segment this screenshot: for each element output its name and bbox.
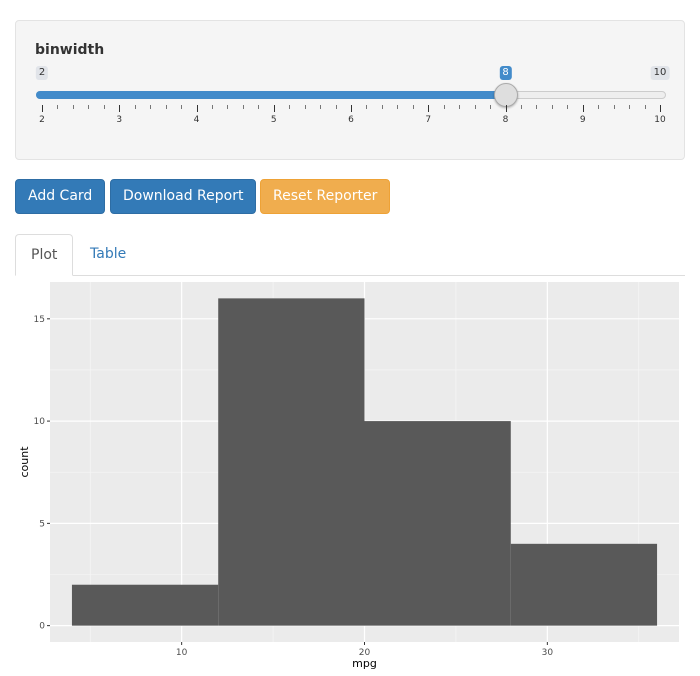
histogram-bar — [218, 298, 365, 626]
slider-minor-tick — [397, 105, 399, 109]
slider-minor-tick — [242, 105, 244, 109]
slider-value-badge: 8 — [499, 66, 512, 80]
tab-plot[interactable]: Plot — [15, 234, 74, 276]
slider-minor-tick — [474, 105, 476, 109]
slider-major-tick — [351, 105, 352, 112]
x-tick-label: 10 — [176, 648, 188, 658]
slider-major-tick — [119, 105, 121, 112]
slider-tick-label: 6 — [348, 115, 354, 125]
y-tick-label: 15 — [34, 315, 45, 325]
slider-tick-label: 10 — [654, 115, 666, 125]
add-card-button[interactable]: Add Card — [15, 179, 106, 214]
binwidth-label: binwidth — [35, 42, 105, 58]
slider-major-tick — [196, 105, 198, 112]
slider-minor-tick — [567, 105, 569, 109]
slider-minor-tick — [181, 105, 183, 109]
histogram-bar — [510, 543, 658, 626]
x-axis-title: mpg — [352, 657, 377, 670]
slider-minor-tick — [72, 105, 74, 109]
slider-tick-label: 4 — [193, 115, 200, 125]
slider-major-tick — [273, 105, 275, 112]
y-tick-label: 0 — [39, 622, 45, 632]
slider-tick-label: 2 — [39, 115, 45, 125]
sidebar-panel: binwidth 2 10 8 2 3 4 5 6 7 8 9 10 — [15, 20, 685, 160]
histogram-bar — [71, 584, 219, 626]
slider-handle[interactable] — [493, 83, 518, 107]
reset-reporter-button[interactable]: Reset Reporter — [260, 179, 391, 214]
slider-minor-tick — [412, 105, 414, 109]
tab-table[interactable]: Table — [90, 246, 127, 262]
slider-minor-tick — [459, 105, 461, 109]
binwidth-slider[interactable]: 2 10 8 2 3 4 5 6 7 8 9 10 — [35, 65, 670, 135]
slider-major-tick — [428, 105, 430, 112]
y-tick-label: 10 — [34, 417, 46, 427]
slider-major-tick — [42, 105, 43, 112]
download-report-button[interactable]: Download Report — [110, 179, 257, 214]
slider-minor-tick — [366, 105, 368, 109]
tab-bar: Plot Table — [15, 234, 685, 276]
x-tick-label: 20 — [359, 648, 371, 658]
slider-minor-tick — [227, 105, 229, 109]
slider-tick-label: 9 — [579, 115, 586, 125]
y-axis-title: count — [18, 446, 31, 478]
slider-tick-label: 3 — [116, 115, 123, 125]
slider-minor-tick — [57, 105, 59, 109]
slider-minor-tick — [150, 105, 152, 109]
slider-minor-tick — [520, 105, 522, 109]
slider-minor-tick — [629, 105, 631, 109]
slider-minor-tick — [103, 105, 105, 109]
slider-tick-label: 7 — [425, 115, 432, 125]
slider-minor-tick — [443, 105, 445, 109]
slider-minor-tick — [304, 105, 306, 109]
x-tick-label: 30 — [542, 648, 554, 658]
slider-minor-tick — [644, 105, 646, 109]
slider-max-badge: 10 — [650, 66, 670, 80]
y-tick-label: 5 — [39, 519, 45, 529]
slider-minor-tick — [289, 105, 291, 109]
slider-minor-tick — [320, 105, 322, 109]
slider-minor-tick — [536, 105, 538, 109]
slider-major-tick — [582, 105, 584, 112]
histogram-plot: 10 20 30 0 5 10 15 mpg count — [0, 276, 700, 676]
slider-minor-tick — [598, 105, 600, 109]
slider-minor-tick — [490, 105, 492, 109]
slider-minor-tick — [134, 105, 136, 109]
slider-min-badge: 2 — [35, 66, 49, 80]
slider-minor-tick — [551, 105, 553, 109]
slider-minor-tick — [381, 105, 383, 109]
histogram-bar — [364, 421, 511, 626]
slider-tick-label: 8 — [502, 115, 509, 125]
slider-major-tick — [505, 105, 507, 112]
slider-minor-tick — [258, 105, 260, 109]
histogram-svg: 10 20 30 0 5 10 15 mpg count — [18, 282, 679, 670]
slider-minor-tick — [211, 105, 213, 109]
slider-minor-tick — [335, 105, 337, 109]
slider-major-tick — [660, 105, 661, 112]
slider-minor-tick — [88, 105, 90, 109]
slider-minor-tick — [165, 105, 167, 109]
slider-fill — [36, 91, 506, 99]
slider-tick-label: 5 — [270, 115, 277, 125]
slider-minor-tick — [613, 105, 615, 109]
